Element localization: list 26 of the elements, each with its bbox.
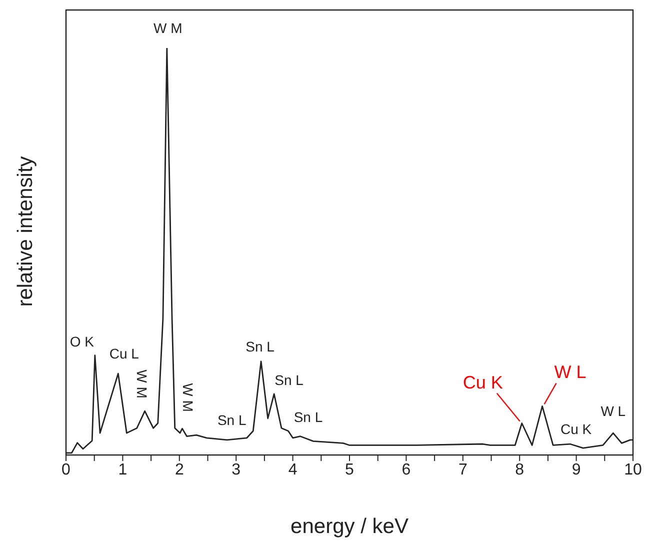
annotation: Sn L [294,408,323,425]
x-tick-label: 6 [402,461,411,478]
x-tick-label: 0 [62,461,71,478]
annotation: W M [154,20,182,36]
x-tick-label: 4 [288,461,298,478]
annotation: Sn L [246,338,275,354]
annotation: W M [180,383,196,412]
annotation: Cu L [109,346,140,362]
x-tick-label: 2 [174,461,184,478]
annotation: Sn L [274,372,304,388]
x-tick-label: 9 [572,461,581,478]
x-tick-label: 8 [515,461,524,478]
annotation: Cu K [462,372,503,392]
annotation: Sn L [217,412,246,428]
x-tick-label: 3 [232,461,241,478]
x-tick-label: 10 [624,461,642,478]
annotation: W M [134,370,150,398]
x-tick-label: 1 [118,461,128,478]
annotation: W L [600,403,626,420]
x-axis-title: energy / keV [290,515,408,538]
x-tick-label: 5 [345,461,354,478]
annotation: W L [554,362,586,382]
annotation: Cu K [560,421,592,438]
annotation: O K [70,333,95,350]
x-tick-label: 7 [458,461,468,478]
y-axis-title: relative intensity [14,156,37,307]
